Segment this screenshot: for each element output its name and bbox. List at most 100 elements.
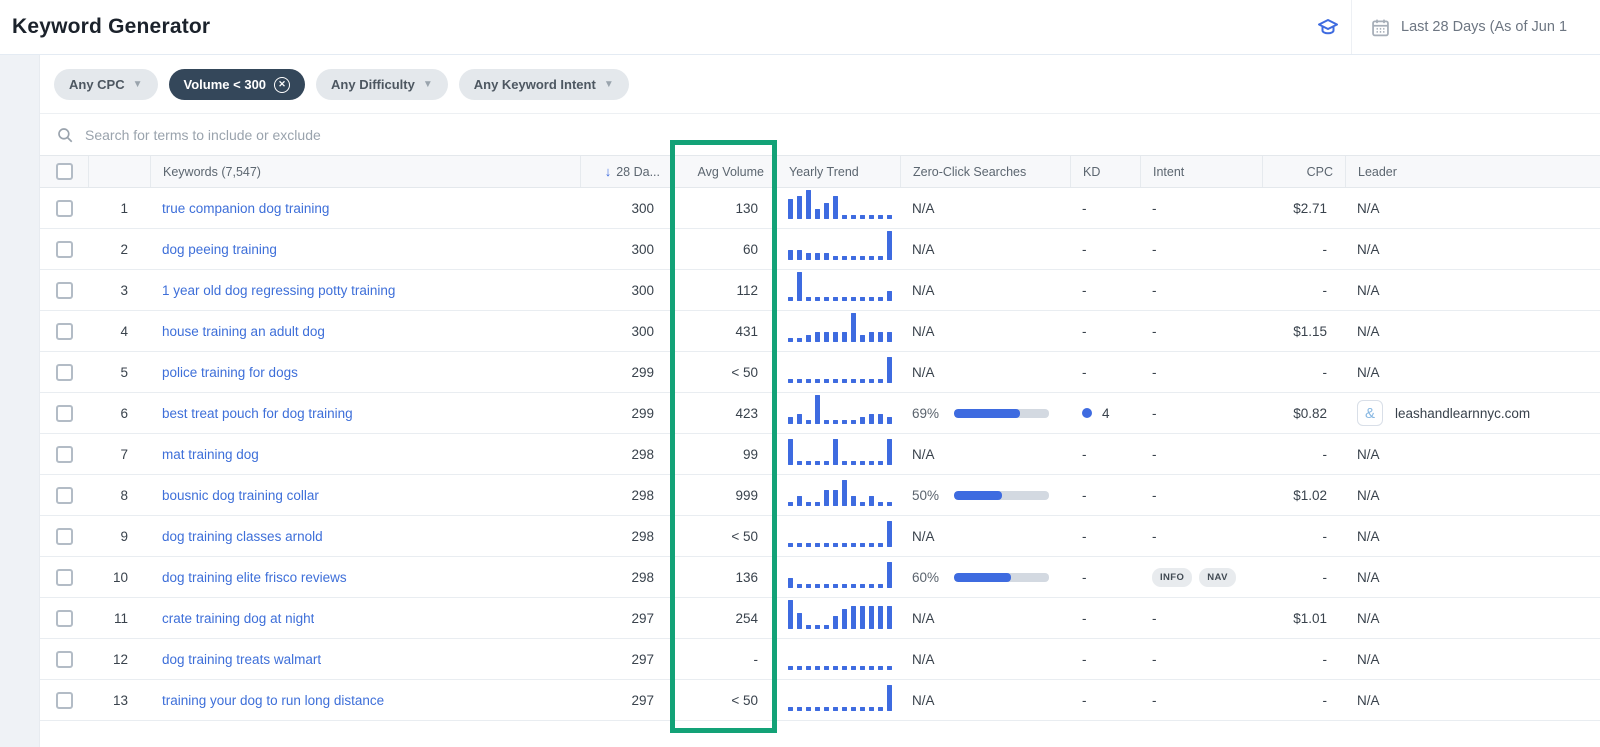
header-yearly-trend[interactable]: Yearly Trend: [776, 156, 900, 187]
header-leader[interactable]: Leader: [1345, 156, 1600, 187]
table-row: 10 dog training elite frisco reviews 298…: [40, 557, 1600, 598]
search-input[interactable]: [85, 126, 1584, 143]
zero-click-progress-bar: [954, 408, 1049, 418]
row-checkbox[interactable]: [55, 486, 73, 504]
day28-volume-value: 298: [631, 528, 654, 544]
row-checkbox[interactable]: [55, 445, 73, 463]
zero-click-percent: 69%: [912, 405, 940, 421]
remove-filter-icon[interactable]: ✕: [274, 76, 291, 93]
row-checkbox[interactable]: [55, 609, 73, 627]
table-row: 9 dog training classes arnold 298 < 50 N…: [40, 516, 1600, 557]
avg-volume-value: 112: [736, 282, 758, 298]
trend-bar: [815, 297, 820, 301]
header-keywords[interactable]: Keywords (7,547): [150, 156, 580, 187]
filter-pill-1[interactable]: Volume < 300 ✕: [168, 69, 306, 100]
top-bar-right: Last 28 Days (As of Jun 1: [1305, 0, 1600, 54]
trend-bar: [860, 543, 865, 547]
keyword-link[interactable]: mat training dog: [162, 446, 259, 462]
table-row: 7 mat training dog 298 99 N/A - - - N/A: [40, 434, 1600, 475]
row-checkbox[interactable]: [55, 240, 73, 258]
keyword-link[interactable]: best treat pouch for dog training: [162, 405, 353, 421]
row-checkbox[interactable]: [55, 650, 73, 668]
cpc-value: $0.82: [1293, 405, 1327, 421]
header-cpc[interactable]: CPC: [1262, 156, 1345, 187]
keyword-link[interactable]: dog training treats walmart: [162, 651, 322, 667]
kd-cell: -: [1082, 528, 1087, 544]
trend-bar: [806, 189, 811, 219]
row-checkbox[interactable]: [55, 691, 73, 709]
filter-bar: Any CPC ▼ Volume < 300 ✕ Any Difficulty ▼ Any …: [40, 55, 1600, 113]
zero-click-cell: N/A: [912, 446, 935, 462]
row-checkbox[interactable]: [55, 199, 73, 217]
yearly-trend-sparkline: [788, 520, 892, 552]
row-index: 4: [120, 323, 128, 339]
trend-bar: [851, 215, 856, 219]
select-all-checkbox[interactable]: [55, 163, 73, 180]
trend-bar: [887, 520, 892, 547]
leader-domain[interactable]: leashandlearnnyc.com: [1395, 405, 1531, 421]
row-checkbox[interactable]: [55, 281, 73, 299]
leader-cell: N/A: [1357, 692, 1380, 708]
header-avg-volume[interactable]: Avg Volume: [672, 156, 776, 187]
trend-bar: [797, 271, 802, 301]
keyword-link[interactable]: dog peeing training: [162, 241, 277, 257]
graduation-cap-icon[interactable]: [1305, 15, 1351, 39]
trend-bar: [878, 502, 883, 506]
trend-bar: [887, 438, 892, 465]
header-zero-click[interactable]: Zero-Click Searches: [900, 156, 1070, 187]
trend-bar: [806, 253, 811, 260]
filter-pill-3[interactable]: Any Keyword Intent ▼: [458, 69, 629, 100]
trend-bar: [833, 379, 838, 383]
trend-bar: [788, 438, 793, 465]
yearly-trend-sparkline: [788, 684, 892, 716]
trend-bar: [815, 625, 820, 629]
keyword-link[interactable]: 1 year old dog regressing potty training: [162, 282, 396, 298]
date-range-selector[interactable]: Last 28 Days (As of Jun 1: [1352, 17, 1600, 38]
kd-cell: -: [1082, 569, 1087, 585]
trend-bar: [842, 420, 847, 424]
keyword-link[interactable]: dog training elite frisco reviews: [162, 569, 347, 585]
row-checkbox[interactable]: [55, 322, 73, 340]
trend-bar: [860, 379, 865, 383]
keyword-link[interactable]: crate training dog at night: [162, 610, 315, 626]
row-index: 5: [120, 364, 128, 380]
row-index: 2: [120, 241, 128, 257]
trend-bar: [788, 543, 793, 547]
trend-bar: [824, 420, 829, 424]
trend-bar: [833, 196, 838, 219]
zero-click-cell: N/A: [912, 528, 935, 544]
keyword-link[interactable]: house training an adult dog: [162, 323, 325, 339]
filter-pill-2[interactable]: Any Difficulty ▼: [316, 69, 448, 100]
trend-bar: [887, 290, 892, 301]
row-checkbox[interactable]: [55, 404, 73, 422]
table-row: 4 house training an adult dog 300 431 N/…: [40, 311, 1600, 352]
yearly-trend-sparkline: [788, 271, 892, 306]
filter-pill-0[interactable]: Any CPC ▼: [54, 69, 158, 100]
header-kd[interactable]: KD: [1070, 156, 1140, 187]
cpc-value: -: [1322, 364, 1328, 380]
header-28-day[interactable]: ↓ 28 Da...: [580, 156, 672, 187]
trend-bar: [788, 338, 793, 342]
main-area: Any CPC ▼ Volume < 300 ✕ Any Difficulty ▼ Any …: [0, 55, 1600, 747]
trend-bar: [788, 379, 793, 383]
row-checkbox[interactable]: [55, 568, 73, 586]
keyword-link[interactable]: training your dog to run long distance: [162, 692, 385, 708]
row-checkbox[interactable]: [55, 527, 73, 545]
day28-volume-value: 300: [631, 323, 654, 339]
avg-volume-value: < 50: [731, 692, 758, 708]
keyword-link[interactable]: dog training classes arnold: [162, 528, 323, 544]
trend-bar: [860, 606, 865, 629]
row-checkbox[interactable]: [55, 363, 73, 381]
avg-volume-value: 254: [735, 610, 758, 626]
keyword-link[interactable]: true companion dog training: [162, 200, 330, 216]
keyword-link[interactable]: police training for dogs: [162, 364, 298, 380]
search-bar: [40, 113, 1600, 155]
keyword-link[interactable]: bousnic dog training collar: [162, 487, 319, 503]
trend-bar: [869, 707, 874, 711]
search-icon: [58, 127, 73, 142]
trend-bar: [824, 543, 829, 547]
trend-bar: [833, 256, 838, 260]
trend-bar: [842, 707, 847, 711]
header-select-all: [40, 156, 88, 187]
header-intent[interactable]: Intent: [1140, 156, 1262, 187]
